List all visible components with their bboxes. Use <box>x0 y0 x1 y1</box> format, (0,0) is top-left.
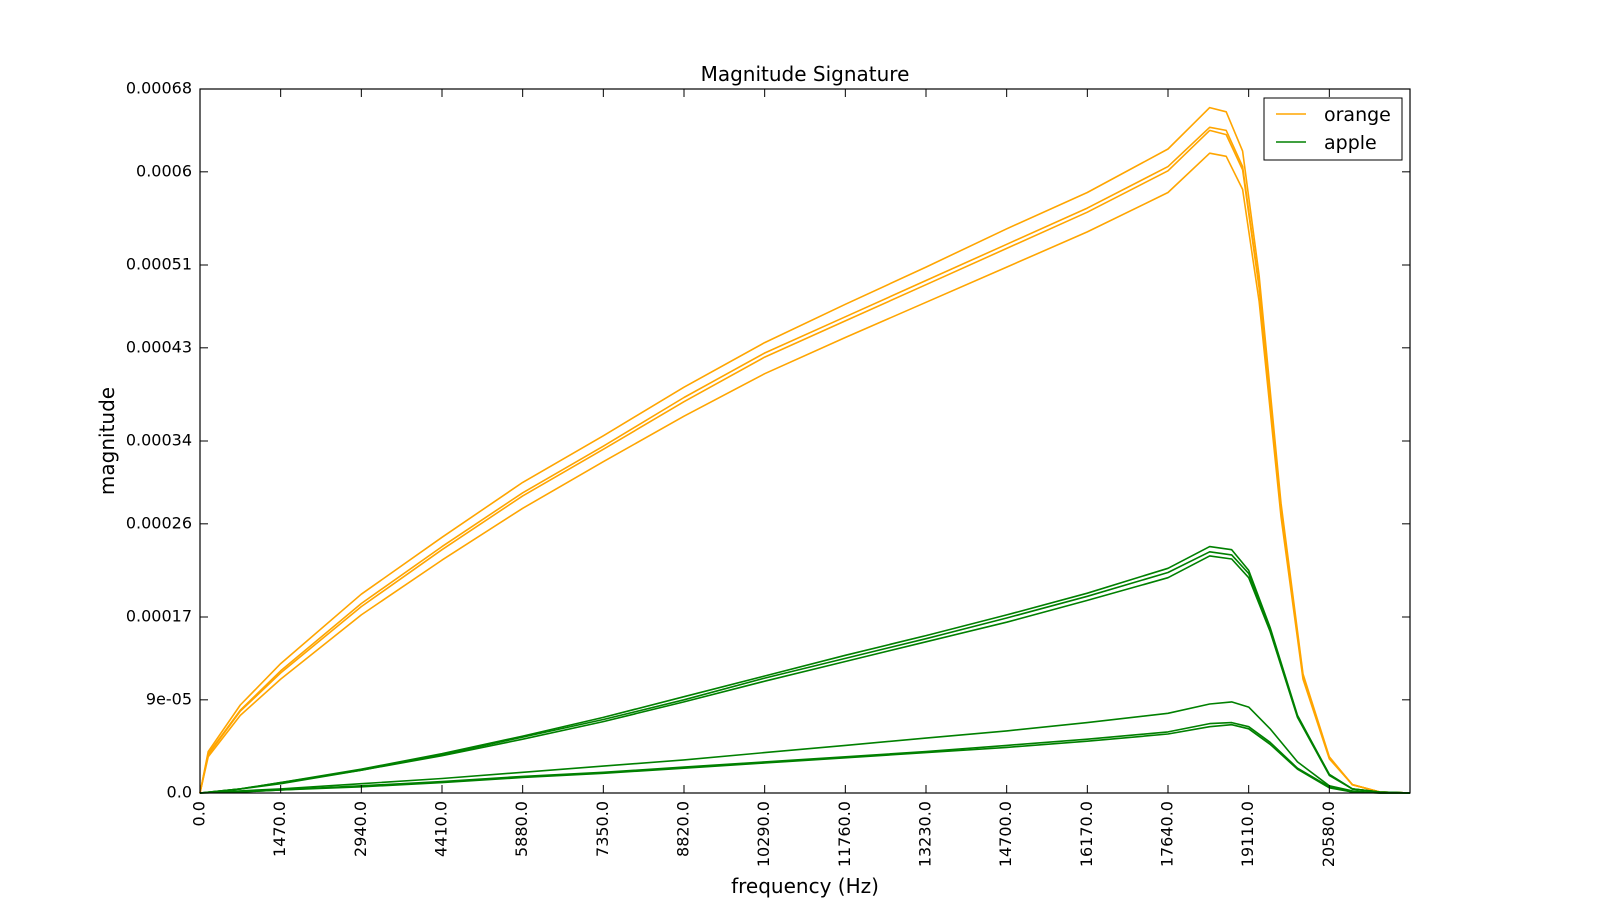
series-line-apple-7 <box>199 701 1410 794</box>
x-tick-label-13: 19110.0 <box>1238 801 1257 867</box>
x-tick-label-7: 10290.0 <box>754 801 773 867</box>
x-tick-label-2: 2940.0 <box>351 801 370 857</box>
series-line-apple-6 <box>199 555 1411 794</box>
ticks-layer: 0.0 1470.0 2940.0 4410.0 5880.0 7350.0 8820.0 1… <box>126 79 1410 867</box>
legend-box <box>1263 97 1403 161</box>
y-tick-label-3: 0.00026 <box>126 513 192 532</box>
x-tick-label-10: 14700.0 <box>996 801 1015 867</box>
legend-label-apple: apple <box>1324 132 1377 154</box>
x-tick-label-0: 0.0 <box>190 801 209 826</box>
x-tick-label-3: 4410.0 <box>432 801 451 857</box>
plot-area-frame <box>199 88 1411 794</box>
chart-title: Magnitude Signature <box>701 62 910 86</box>
x-tick-label-14: 20580.0 <box>1319 801 1338 867</box>
legend-label-orange: orange <box>1324 104 1391 126</box>
x-axis-label: frequency (Hz) <box>731 874 879 898</box>
y-tick-label-0: 0.0 <box>167 783 192 802</box>
series-line-apple-8 <box>199 721 1410 794</box>
series-line-apple-9 <box>199 723 1410 794</box>
x-tick-label-6: 8820.0 <box>674 801 693 857</box>
y-tick-label-4: 0.00034 <box>126 431 192 450</box>
y-axis-label: magnitude <box>95 387 119 495</box>
legend: orange apple <box>1263 97 1403 161</box>
y-tick-label-6: 0.00051 <box>126 255 192 274</box>
x-tick-label-1: 1470.0 <box>270 801 289 857</box>
x-tick-label-4: 5880.0 <box>512 801 531 857</box>
series-layer <box>199 106 1411 794</box>
y-tick-label-1: 9e-05 <box>146 689 192 708</box>
y-tick-label-2: 0.00017 <box>126 607 192 626</box>
y-tick-label-5: 0.00043 <box>126 337 192 356</box>
x-tick-label-12: 17640.0 <box>1158 801 1177 867</box>
series-line-orange-3 <box>199 152 1411 794</box>
x-tick-label-8: 11760.0 <box>835 801 854 867</box>
y-tick-label-7: 0.0006 <box>136 161 192 180</box>
y-tick-label-8: 0.00068 <box>126 79 192 98</box>
x-tick-label-5: 7350.0 <box>593 801 612 857</box>
x-tick-label-9: 13230.0 <box>916 801 935 867</box>
x-tick-label-11: 16170.0 <box>1077 801 1096 867</box>
